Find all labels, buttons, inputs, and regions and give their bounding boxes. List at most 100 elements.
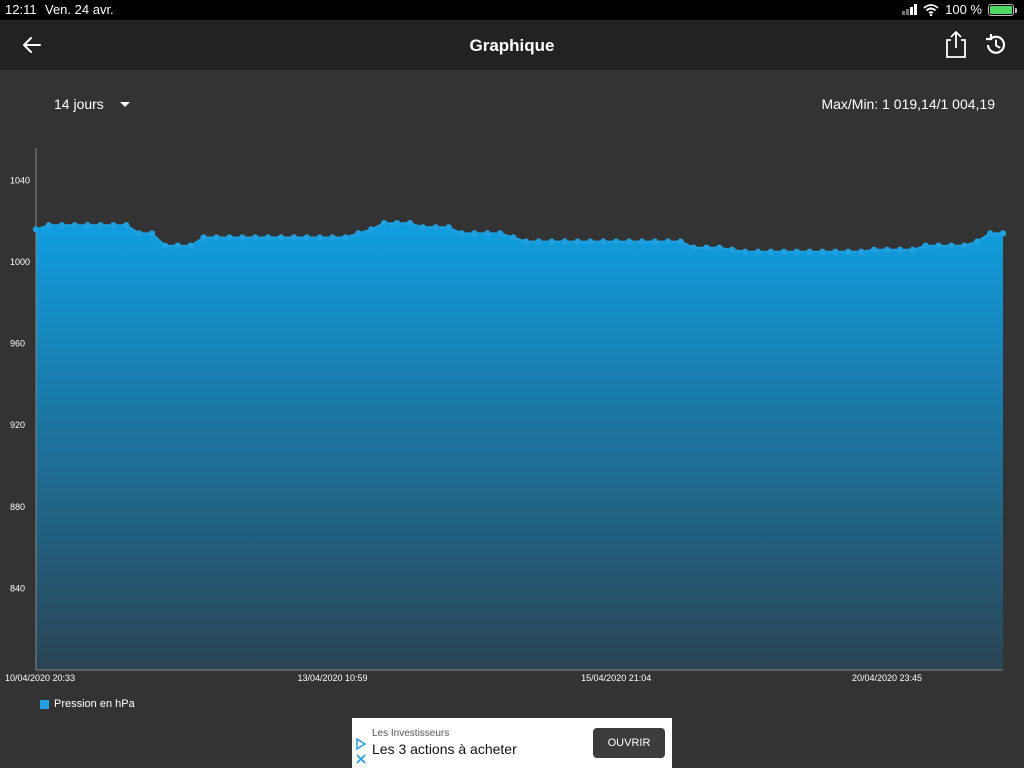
battery-icon	[988, 3, 1017, 16]
data-point	[135, 230, 143, 237]
data-point	[84, 222, 91, 229]
data-point	[638, 238, 646, 245]
y-tick-label: 1040	[10, 175, 30, 185]
data-point	[45, 222, 53, 229]
data-point	[999, 230, 1007, 237]
data-point	[780, 248, 787, 255]
data-point	[161, 242, 169, 249]
data-point	[484, 230, 491, 237]
share-icon[interactable]	[942, 29, 970, 59]
data-point	[587, 238, 594, 245]
data-point	[393, 220, 401, 227]
ad-open-button[interactable]: OUVRIR	[593, 728, 665, 758]
page-title: Graphique	[469, 36, 555, 55]
data-point	[471, 230, 478, 237]
data-point	[316, 234, 323, 241]
data-point	[419, 224, 426, 231]
data-point	[613, 238, 620, 245]
data-point	[123, 222, 130, 229]
data-point	[290, 234, 298, 241]
data-point	[677, 238, 684, 245]
arrow-left-icon[interactable]	[20, 33, 46, 57]
data-point	[935, 242, 942, 249]
data-point	[754, 248, 762, 255]
data-point	[329, 234, 336, 241]
data-point	[522, 238, 530, 245]
data-point	[961, 242, 968, 249]
data-point	[690, 244, 697, 251]
data-point	[342, 234, 349, 241]
data-point	[870, 246, 878, 253]
data-point	[355, 230, 362, 237]
status-right: 100 %	[902, 2, 1017, 17]
y-tick-label: 840	[10, 583, 25, 593]
data-point	[561, 238, 568, 245]
legend-label: Pression en hPa	[54, 698, 135, 710]
data-point	[948, 242, 955, 249]
data-point	[445, 224, 452, 231]
data-point	[858, 248, 865, 255]
data-point	[703, 244, 710, 251]
data-point	[535, 238, 542, 245]
period-label: 14 jours	[54, 96, 104, 112]
data-point	[264, 234, 272, 241]
y-tick-label: 960	[10, 339, 25, 349]
data-point	[741, 248, 749, 255]
data-point	[71, 222, 78, 229]
data-point	[226, 234, 233, 241]
data-point	[432, 224, 439, 231]
data-point	[922, 242, 929, 249]
y-tick-label: 1000	[10, 257, 30, 267]
data-point	[883, 246, 891, 253]
data-point	[458, 230, 465, 237]
data-point	[148, 230, 156, 237]
battery-percent: 100 %	[945, 2, 982, 17]
ad-headline: Les 3 actions à acheter	[372, 741, 517, 757]
status-date: Ven. 24 avr.	[45, 2, 114, 17]
data-point	[909, 246, 916, 253]
period-dropdown[interactable]: 14 jours	[54, 96, 130, 112]
data-point	[651, 238, 659, 245]
data-point	[806, 248, 813, 255]
data-point	[986, 230, 994, 237]
max-min-readout: Max/Min: 1 019,14/1 004,19	[821, 96, 995, 112]
data-point	[110, 222, 117, 229]
y-tick-label: 880	[10, 502, 25, 512]
ad-advertiser: Les Investisseurs	[372, 728, 450, 739]
ad-banner[interactable]: Les Investisseurs Les 3 actions à achete…	[352, 718, 672, 768]
data-point	[174, 242, 181, 249]
data-point	[974, 238, 981, 245]
data-point	[303, 234, 310, 241]
data-point	[200, 234, 207, 241]
data-point	[213, 234, 220, 241]
pressure-chart: 840 880 920 960 1000 1040 10/04/2020 20:33 13/…	[5, 148, 1007, 683]
chart-legend: Pression en hPa	[40, 698, 135, 710]
data-point	[896, 246, 904, 253]
data-point	[793, 248, 800, 255]
data-point	[574, 238, 581, 245]
adchoices-icon[interactable]	[355, 738, 367, 766]
data-point	[716, 244, 723, 251]
data-point	[625, 238, 633, 245]
data-point	[497, 230, 504, 237]
status-bar: 12:11 Ven. 24 avr. 100 %	[0, 0, 1024, 20]
data-point	[664, 238, 671, 245]
x-tick-label: 13/04/2020 10:59	[297, 673, 367, 683]
data-point	[509, 234, 517, 241]
data-point	[239, 234, 246, 241]
x-tick-label: 20/04/2020 23:45	[852, 673, 922, 683]
data-point	[380, 220, 388, 227]
data-point	[368, 226, 375, 233]
legend-swatch	[40, 699, 49, 709]
data-point	[252, 234, 259, 241]
status-time: 12:11	[5, 2, 37, 17]
y-tick-label: 920	[10, 420, 25, 430]
x-tick-label: 10/04/2020 20:33	[5, 673, 75, 683]
data-point	[548, 238, 555, 245]
history-icon[interactable]	[983, 32, 1009, 58]
data-point	[32, 226, 40, 233]
data-point	[845, 248, 852, 255]
x-tick-label: 15/04/2020 21:04	[581, 673, 651, 683]
data-point	[97, 222, 104, 229]
data-point	[819, 248, 826, 255]
